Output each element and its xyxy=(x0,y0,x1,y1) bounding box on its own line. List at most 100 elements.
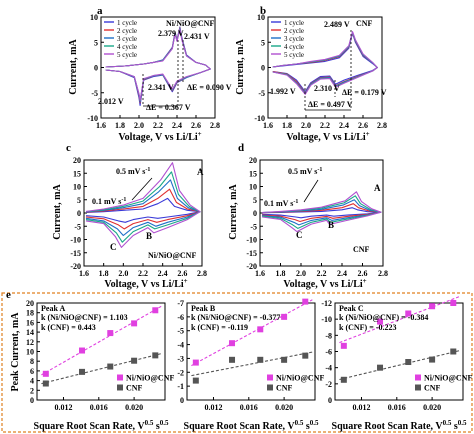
y-tick-label: 0 xyxy=(94,64,98,73)
panel-e2: 0.012 0.016 0.020 0 -1 -2 -3 -4 -5 -6 -7 Peak B k… xyxy=(177,298,324,412)
y-tick-label: 16 xyxy=(26,318,34,327)
y-tick-label: -20 xyxy=(70,262,81,271)
annotation-de-0367: ΔE = 0.367 V xyxy=(146,103,191,112)
legend-label: Ni/NiO@CNF xyxy=(424,374,472,383)
y-tick-label: 10 xyxy=(90,13,98,22)
square-marker-icon xyxy=(415,384,421,391)
y-tick-label: 20 xyxy=(26,299,34,308)
panel-b-curves xyxy=(272,31,378,95)
panel-e2-frame xyxy=(186,302,316,401)
panel-e-letter: e xyxy=(6,289,11,301)
panel-e1-xticks: 0.012 0.016 0.020 xyxy=(54,397,143,412)
legend-label: 5 cycle xyxy=(117,51,137,59)
y-tick-label: -5 xyxy=(74,222,81,231)
y-tick-label: 0 xyxy=(180,396,184,405)
y-tick-label: 6 xyxy=(30,367,34,376)
x-tick-label: 1.8 xyxy=(276,269,286,278)
panel-e3-title: Peak C xyxy=(339,304,364,313)
x-tick-label: 1.8 xyxy=(115,121,125,130)
y-tick-label: -2 xyxy=(325,380,332,389)
panel-a-title: Ni/NiO@CNF xyxy=(166,19,214,28)
y-tick-label: 14 xyxy=(26,328,34,337)
series-line-2 xyxy=(85,188,201,230)
y-tick-label: -5 xyxy=(177,327,184,336)
panel-e1-title: Peak A xyxy=(41,304,65,313)
panel-d-letter: d xyxy=(238,142,244,154)
y-tick-label: 0 xyxy=(77,209,81,218)
x-tick-label: 2.0 xyxy=(118,269,128,278)
panel-d-xlabel-sup: + xyxy=(363,277,367,285)
y-tick-label: 20 xyxy=(249,156,257,165)
fit-line-2 xyxy=(191,351,313,377)
y-tick-label: 20 xyxy=(73,156,81,165)
panel-c-letter: c xyxy=(66,142,71,154)
legend-label: 4 cycle xyxy=(284,43,304,51)
x-tick-label: 2.4 xyxy=(158,269,168,278)
annotation-2379: 2.379 V xyxy=(158,29,184,38)
y-tick-label: -6 xyxy=(177,313,184,322)
square-marker-icon xyxy=(117,374,123,381)
legend-label: 5 cycle xyxy=(284,51,304,59)
y-tick-label: -4 xyxy=(177,341,184,350)
series-line-5 xyxy=(272,31,378,95)
annotation-de-0497: ΔE = 0.497 V xyxy=(308,100,353,109)
y-tick-label: -10 xyxy=(254,114,265,123)
x-tick-label: 2.6 xyxy=(177,269,187,278)
data-point xyxy=(79,347,86,354)
y-tick-label: 10 xyxy=(26,348,34,357)
y-tick-label: 12 xyxy=(26,338,34,347)
legend-label: 3 cycle xyxy=(117,35,137,43)
x-tick-label: 2.2 xyxy=(320,121,330,130)
x-tick-label: 0.016 xyxy=(90,403,108,412)
panel-c-xlabel: Voltage, V vs Li/Li+ xyxy=(104,277,187,290)
y-tick-label: -4 xyxy=(325,364,332,373)
data-point xyxy=(229,340,236,347)
panel-a-xlabel-text: Voltage, V vs Li/Li xyxy=(118,132,197,143)
data-point xyxy=(131,320,138,327)
x-tick-label: 1.6 xyxy=(79,269,89,278)
panel-e2-yticks: 0 -1 -2 -3 -4 -5 -6 -7 xyxy=(177,299,190,405)
x-tick-label: 2.0 xyxy=(134,121,144,130)
data-point xyxy=(340,376,347,383)
y-tick-label: -20 xyxy=(246,262,257,271)
panel-e2-xticks: 0.012 0.016 0.020 xyxy=(204,397,293,412)
y-tick-label: -15 xyxy=(246,249,257,258)
panel-a-curves xyxy=(105,26,211,106)
panel-e3: 0.012 0.016 0.020 0 -2 -4 -6 -8 -10 -12 Peak C k… xyxy=(321,295,472,412)
annotation-2012: 2.012 V xyxy=(98,97,124,106)
data-point xyxy=(281,356,288,363)
x-tick-label: 0.016 xyxy=(240,403,258,412)
panel-a: a 1.6 1.8 2.0 2.2 2.4 2.6 2.8 -10 -5 0 5 10 Curren… xyxy=(68,5,232,143)
panel-d: d 1.6 1.8 2.0 2.2 2.4 2.6 2.8 -20 -15 -10 -5 0 5 10 1… xyxy=(228,142,388,290)
y-tick-label: -8 xyxy=(325,331,332,340)
data-point xyxy=(107,363,114,370)
data-point xyxy=(281,313,288,320)
x-tick-label: 2.6 xyxy=(191,121,201,130)
series-line-3 xyxy=(85,179,201,237)
data-point xyxy=(377,318,384,325)
x-tick-label: 1.8 xyxy=(282,121,292,130)
legend-label: 3 cycle xyxy=(284,35,304,43)
panel-c-rate-arrow xyxy=(131,177,153,201)
y-tick-label: -12 xyxy=(321,299,332,308)
annotation-2489: 2.489 V xyxy=(324,20,350,29)
legend-label: Ni/NiO@CNF xyxy=(276,374,324,383)
square-marker-icon xyxy=(117,384,123,391)
annotation-de-0090: ΔE = 0.090 V xyxy=(187,83,232,92)
x-tick-label: 2.8 xyxy=(210,121,220,130)
panel-a-xlabel-sup: + xyxy=(198,130,202,138)
panel-c-xticks: 1.6 1.8 2.0 2.2 2.4 2.6 2.8 xyxy=(79,263,207,278)
fit-line-2 xyxy=(41,352,163,385)
annotation-1992: 1.992 V xyxy=(270,87,296,96)
panel-c-curves xyxy=(85,162,201,248)
panel-b-yticks: -10 -5 0 5 10 xyxy=(254,13,271,123)
series-line-5 xyxy=(105,28,211,101)
panel-d-rate-high: 0.5 mV s-1 xyxy=(288,167,322,176)
data-point xyxy=(405,310,412,317)
panel-e3-plot xyxy=(339,295,461,383)
legend-label: 2 cycle xyxy=(117,27,137,35)
